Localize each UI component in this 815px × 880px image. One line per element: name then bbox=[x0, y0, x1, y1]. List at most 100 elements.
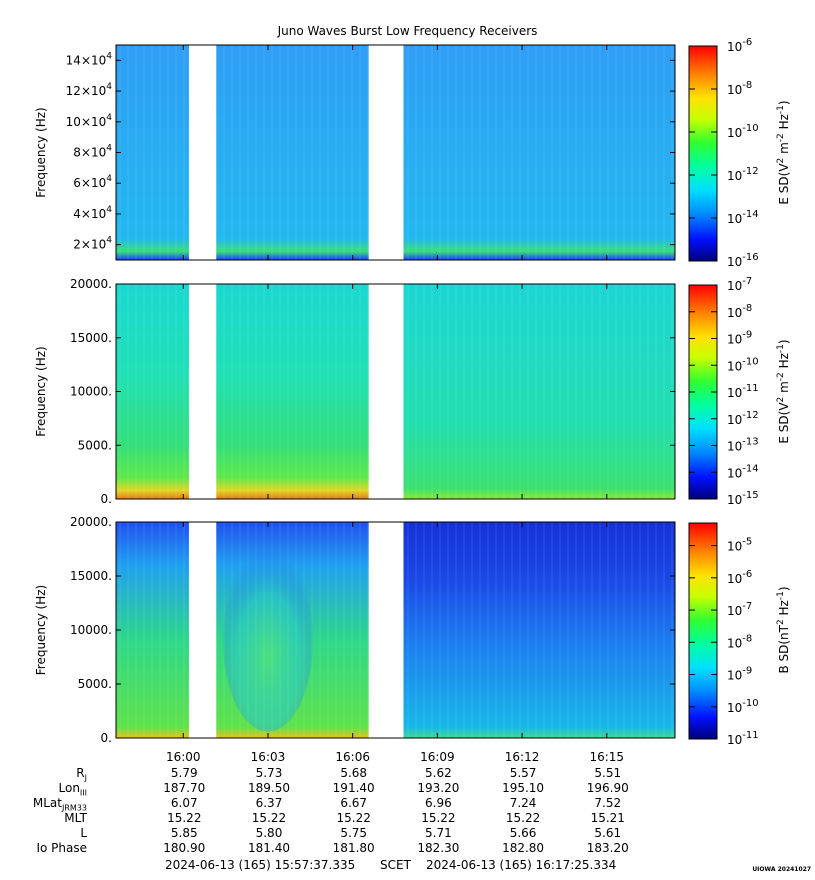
ephemeris-row-label: LonIII bbox=[58, 781, 88, 798]
ephemeris-value: 5.73 bbox=[255, 766, 283, 780]
ephemeris-value: 187.70 bbox=[163, 781, 206, 795]
ephemeris-row-label: L bbox=[80, 826, 87, 840]
ephemeris-value: 183.20 bbox=[586, 841, 629, 855]
ephemeris-row-label: MLatJRM33 bbox=[32, 796, 87, 813]
ephemeris-value: 195.10 bbox=[502, 781, 545, 795]
colorbar-tick-label: 10-8 bbox=[727, 80, 752, 97]
spectrogram-panel-top bbox=[115, 44, 676, 261]
ephemeris-value: 182.30 bbox=[417, 841, 460, 855]
ephemeris-value: 5.61 bbox=[594, 826, 622, 840]
colorbar-bottom: 10-5 10-6 10-7 10-8 10-9 10-10 10-11 B SD(nT2​ … bbox=[688, 522, 791, 747]
colorbar-tick-label: 10-10 bbox=[727, 356, 759, 373]
ephemeris-value: 5.51 bbox=[594, 766, 622, 780]
ephemeris-value: 189.50 bbox=[247, 781, 290, 795]
colorbar-tick-label: 10-10 bbox=[727, 123, 759, 140]
spectrogram-fill-right bbox=[403, 284, 675, 499]
colorbar-tick-label: 10-7 bbox=[727, 601, 752, 618]
ephemeris-value: 6.37 bbox=[255, 796, 283, 810]
ephemeris-value: 5.68 bbox=[340, 766, 368, 780]
ephemeris-value: 5.80 bbox=[255, 826, 283, 840]
y-tick-label: 6×104 bbox=[73, 174, 112, 190]
footer-end-time: 2024-06-13 (165) 16:17:25.334 bbox=[426, 858, 617, 872]
colorbar-top: 10-6 10-8 10-10 10-12 10-14 10-16 E SD(V2​ m-2… bbox=[688, 37, 791, 269]
y-tick-label: 0. bbox=[101, 492, 112, 506]
ephemeris-value: 181.40 bbox=[247, 841, 290, 855]
colorbar-tick-label: 10-16 bbox=[727, 252, 759, 269]
ephemeris-value: 5.66 bbox=[509, 826, 537, 840]
ephemeris-value: 6.07 bbox=[170, 796, 198, 810]
y-tick-label: 20000. bbox=[70, 515, 112, 529]
colorbar-tick-label: 10-9 bbox=[727, 330, 752, 347]
ephemeris-value: 15.22 bbox=[167, 811, 202, 825]
y-tick-label: 12×104 bbox=[66, 82, 113, 98]
colorbar-tick-label: 10-14 bbox=[727, 209, 759, 226]
colorbar-tick-label: 10-6 bbox=[727, 569, 752, 586]
footer-start-time: 2024-06-13 (165) 15:57:37.335 bbox=[165, 858, 356, 872]
y-tick-label: 8×104 bbox=[73, 144, 112, 160]
data-gap bbox=[188, 44, 217, 261]
y-tick-label: 10×104 bbox=[66, 113, 113, 129]
spectrogram-fill-left bbox=[116, 284, 404, 499]
ephemeris-row-label: MLT bbox=[64, 811, 87, 825]
spectrogram-fill-early bbox=[116, 522, 189, 738]
y-tick-label: 14×104 bbox=[66, 51, 113, 67]
ephemeris-value: 15.22 bbox=[421, 811, 456, 825]
data-gap bbox=[188, 283, 217, 500]
ephemeris-value: 5.62 bbox=[425, 766, 452, 780]
ephemeris-value: 7.52 bbox=[594, 796, 622, 810]
ephemeris-row-label: RJ bbox=[76, 766, 87, 783]
stamp-label: UIOWA 20241027 bbox=[752, 866, 811, 873]
x-tick-label: 16:15 bbox=[589, 750, 624, 764]
colorbar-label: B SD(nT2​ Hz-1​) bbox=[776, 586, 791, 673]
ephemeris-value: 15.21 bbox=[590, 811, 625, 825]
ephemeris-value: 181.80 bbox=[332, 841, 375, 855]
data-gap bbox=[368, 283, 404, 500]
y-tick-label: 4×104 bbox=[73, 205, 112, 221]
y-axis-label: Frequency (Hz) bbox=[34, 585, 48, 676]
ephemeris-value: 196.90 bbox=[586, 781, 629, 795]
colorbar-tick-label: 10-12 bbox=[727, 410, 759, 427]
ephemeris-value: 5.79 bbox=[170, 766, 198, 780]
data-gap bbox=[368, 521, 404, 739]
colorbar-tick-label: 10-11 bbox=[727, 383, 759, 400]
y-tick-label: 10000. bbox=[70, 385, 112, 399]
colorbar-tick-label: 10-14 bbox=[727, 463, 759, 480]
colorbar-middle: 10-7 10-8 10-9 10-10 10-11 10-12 10-13 10-14 10-… bbox=[688, 276, 791, 507]
spectrogram-fill-left bbox=[116, 45, 404, 260]
ephemeris-value: 182.80 bbox=[502, 841, 545, 855]
y-tick-label: 2×104 bbox=[73, 236, 112, 252]
colorbar-tick-label: 10-12 bbox=[727, 166, 759, 183]
spectrogram-emission-bloom bbox=[222, 550, 313, 732]
colorbar-tick-label: 10-13 bbox=[727, 437, 759, 454]
y-tick-label: 5000. bbox=[78, 438, 112, 452]
x-tick-label: 16:03 bbox=[251, 750, 286, 764]
colorbar-tick-label: 10-5 bbox=[727, 537, 752, 554]
colorbar-gradient bbox=[688, 45, 718, 262]
x-tick-label: 16:06 bbox=[335, 750, 370, 764]
spectrogram-fill-right bbox=[403, 522, 675, 738]
chart-title: Juno Waves Burst Low Frequency Receivers bbox=[277, 24, 538, 38]
x-tick-label: 16:12 bbox=[505, 750, 540, 764]
y-axis-label: Frequency (Hz) bbox=[34, 346, 48, 437]
ephemeris-value: 5.71 bbox=[425, 826, 452, 840]
ephemeris-value: 15.22 bbox=[251, 811, 287, 825]
ephemeris-row-label: Io Phase bbox=[36, 841, 87, 855]
data-gap bbox=[188, 521, 217, 739]
colorbar-tick-label: 10-6 bbox=[727, 37, 752, 54]
y-tick-label: 10000. bbox=[70, 623, 112, 637]
y-tick-label: 5000. bbox=[78, 677, 112, 691]
data-gap bbox=[368, 44, 404, 261]
y-tick-label: 0. bbox=[101, 731, 112, 745]
colorbar-tick-label: 10-8 bbox=[727, 303, 752, 320]
ephemeris-value: 5.85 bbox=[170, 826, 198, 840]
colorbar-gradient bbox=[688, 522, 718, 740]
x-tick-label: 16:00 bbox=[166, 750, 201, 764]
y-tick-label: 15000. bbox=[70, 569, 112, 583]
footer-scet-label: SCET bbox=[380, 858, 411, 872]
ephemeris-value: 6.96 bbox=[425, 796, 452, 810]
colorbar-tick-label: 10-11 bbox=[727, 730, 759, 747]
spectrogram-panel-middle bbox=[115, 283, 676, 500]
ephemeris-value: 15.22 bbox=[336, 811, 371, 825]
ephemeris-value: 5.75 bbox=[340, 826, 368, 840]
